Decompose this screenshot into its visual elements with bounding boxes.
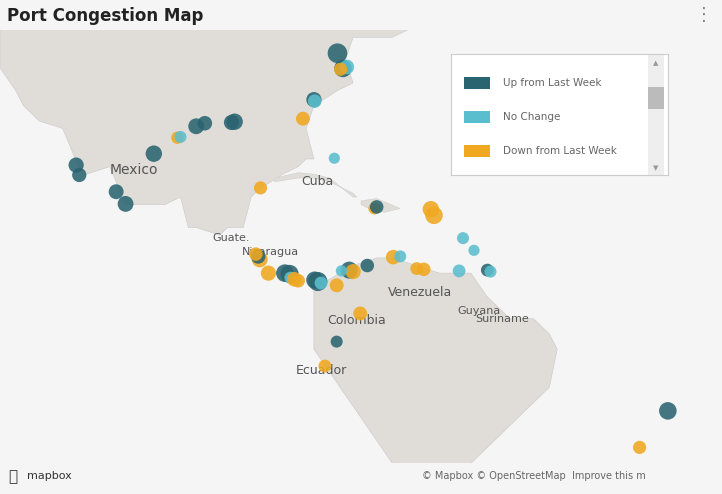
Point (482, 266, 493, 274)
Point (148, 150, 160, 158)
Point (355, 310, 366, 318)
Bar (464, 78, 490, 89)
Bar (464, 145, 490, 157)
Point (254, 255, 266, 263)
Text: Colombia: Colombia (328, 314, 386, 327)
Point (331, 338, 342, 346)
Point (74, 171, 85, 179)
Point (319, 362, 331, 370)
Text: Cuba: Cuba (302, 175, 334, 188)
Point (336, 267, 347, 275)
Point (253, 252, 264, 260)
Point (284, 270, 295, 278)
Point (175, 133, 186, 141)
Bar (648, 87, 664, 109)
Point (289, 275, 300, 283)
Text: Guyana: Guyana (457, 306, 500, 316)
Text: ▲: ▲ (653, 60, 658, 66)
Point (329, 154, 340, 162)
Point (344, 266, 355, 274)
Point (634, 444, 645, 452)
Point (199, 119, 211, 127)
Text: O c e a n: O c e a n (537, 99, 593, 112)
Point (341, 63, 352, 71)
Text: Up from Last Week: Up from Last Week (503, 79, 601, 88)
Point (229, 118, 240, 125)
Point (453, 267, 465, 275)
Point (331, 49, 343, 57)
Point (292, 277, 304, 285)
Point (316, 279, 327, 287)
Text: Port Congestion Map: Port Congestion Map (7, 7, 204, 25)
Point (284, 274, 296, 282)
Point (347, 268, 359, 276)
Point (469, 247, 480, 254)
Bar (464, 111, 490, 124)
Text: Down from Last Week: Down from Last Week (503, 146, 617, 156)
Point (484, 268, 496, 276)
Point (263, 269, 274, 277)
Point (335, 65, 347, 73)
Point (457, 234, 469, 242)
Point (371, 203, 383, 211)
Bar (648, 54, 664, 175)
Point (279, 269, 291, 277)
Text: ⋮: ⋮ (695, 6, 713, 24)
Point (368, 205, 380, 212)
Point (250, 250, 261, 258)
Point (312, 278, 323, 286)
Point (428, 211, 440, 219)
Text: © Mapbox © OpenStreetMap  Improve this m: © Mapbox © OpenStreetMap Improve this m (422, 471, 646, 481)
Polygon shape (0, 0, 526, 235)
Point (662, 407, 674, 415)
Point (331, 282, 342, 289)
Text: Guate.: Guate. (213, 233, 251, 243)
Text: Venezuela: Venezuela (388, 286, 452, 299)
Point (191, 123, 202, 130)
Point (297, 115, 309, 123)
Point (255, 184, 266, 192)
Point (309, 97, 321, 105)
Point (70, 161, 82, 169)
Polygon shape (361, 199, 400, 212)
Point (411, 265, 422, 273)
Text: ▼: ▼ (653, 165, 658, 171)
Point (394, 252, 406, 260)
Text: Ecuador: Ecuador (296, 364, 347, 377)
Point (226, 119, 238, 126)
Point (425, 206, 437, 213)
Text: ⓐ: ⓐ (9, 469, 18, 484)
Point (337, 65, 349, 73)
Point (308, 96, 320, 104)
Polygon shape (274, 173, 357, 197)
Text: Mexico: Mexico (109, 164, 157, 177)
Text: No Change: No Change (503, 112, 560, 123)
Point (418, 265, 430, 273)
Point (309, 276, 321, 284)
Point (120, 200, 131, 208)
Polygon shape (314, 258, 557, 463)
Text: mapbox: mapbox (27, 471, 72, 481)
Text: Suriname: Suriname (475, 314, 529, 324)
Text: Nicaragua: Nicaragua (242, 247, 300, 257)
Point (388, 253, 399, 261)
Point (110, 188, 122, 196)
Point (362, 262, 373, 270)
Point (172, 134, 183, 142)
